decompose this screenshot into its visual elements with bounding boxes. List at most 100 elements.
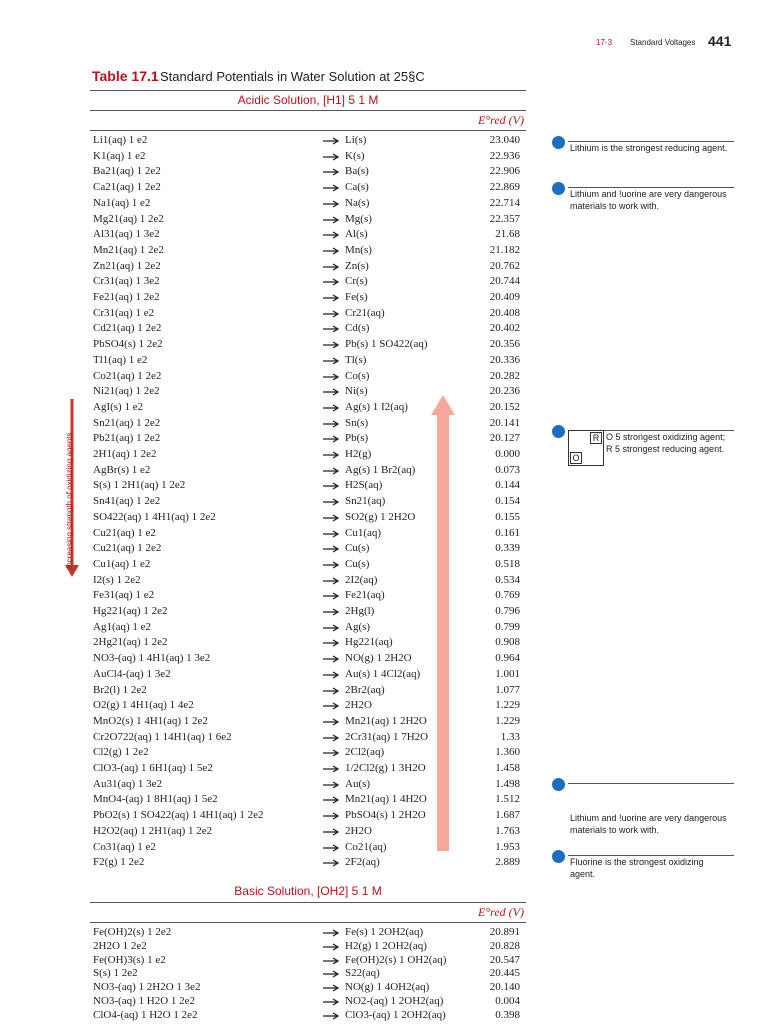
potential: 1.360 bbox=[495, 746, 520, 759]
reaction-arrow bbox=[323, 153, 340, 161]
potential: 20.409 bbox=[489, 291, 520, 303]
reaction-arrow bbox=[323, 781, 340, 789]
reaction-arrow bbox=[323, 467, 340, 475]
info-icon bbox=[552, 182, 565, 195]
arrow-path bbox=[323, 231, 340, 239]
note-text: Fluorine is the strongest oxidizing agen… bbox=[570, 857, 704, 879]
reactant: Mn21(aq) 1 2e2 bbox=[93, 243, 164, 256]
reactant: Sn41(aq) 1 2e2 bbox=[93, 495, 161, 508]
reaction-arrow bbox=[323, 1012, 340, 1020]
reaction-arrow bbox=[323, 608, 340, 616]
reactant: Tl1(aq) 1 e2 bbox=[93, 353, 148, 366]
reactant: 2H2O 1 2e2 bbox=[93, 939, 147, 952]
reactant: PbSO4(s) 1 2e2 bbox=[93, 338, 163, 351]
potential: 1.953 bbox=[495, 840, 520, 853]
reactant: PbO2(s) 1 SO422(aq) 1 4H1(aq) 1 2e2 bbox=[93, 809, 264, 822]
reactant: Co21(aq) 1 2e2 bbox=[93, 369, 162, 382]
side-label-text: Increasing strength of oxidizing agents bbox=[65, 432, 74, 569]
rule bbox=[90, 922, 526, 923]
reactant: Ag1(aq) 1 e2 bbox=[93, 620, 152, 633]
rule bbox=[90, 90, 526, 91]
reaction-arrow bbox=[323, 655, 340, 663]
running-title: Standard Voltages bbox=[630, 38, 696, 47]
potential: 0.398 bbox=[495, 1008, 520, 1021]
up-arrow-head bbox=[431, 395, 455, 415]
reaction-arrow bbox=[323, 263, 340, 271]
arrow-path bbox=[323, 734, 340, 742]
product: 2H2O bbox=[345, 699, 372, 712]
arrow-path bbox=[323, 325, 340, 333]
arrow-path bbox=[323, 639, 340, 647]
reaction-arrow bbox=[323, 372, 340, 381]
arrow-path bbox=[323, 943, 340, 951]
product: Zn(s) bbox=[345, 259, 369, 272]
reactant: Pb21(aq) 1 2e2 bbox=[93, 432, 161, 445]
note-text: O 5 strongest oxidizing agent; R 5 stron… bbox=[606, 432, 726, 454]
reaction-arrow bbox=[323, 765, 340, 773]
reactant: Na1(aq) 1 e2 bbox=[93, 196, 151, 209]
reaction-arrow bbox=[323, 498, 340, 506]
product: 2F2(aq) bbox=[345, 856, 380, 869]
page-number: 441 bbox=[708, 33, 732, 49]
arrow-path bbox=[323, 765, 340, 773]
reactant: Ca21(aq) 1 2e2 bbox=[93, 181, 161, 194]
reaction-arrow bbox=[323, 435, 340, 443]
product: Cr21(aq) bbox=[345, 306, 385, 319]
product: Fe(OH)2(s) 1 OH2(aq) bbox=[345, 953, 447, 966]
potential: 20.356 bbox=[489, 338, 520, 351]
reaction-arrow bbox=[323, 451, 340, 459]
product: Co21(aq) bbox=[345, 840, 387, 853]
reaction-arrow bbox=[323, 294, 340, 302]
reactant: 2H1(aq) 1 2e2 bbox=[93, 448, 157, 460]
potential: 0.769 bbox=[495, 589, 520, 602]
product: Au(s) 1 4Cl2(aq) bbox=[345, 667, 421, 680]
reactant: Cr31(aq) 1 3e2 bbox=[93, 275, 160, 288]
reactant: Cu1(aq) 1 e2 bbox=[93, 557, 151, 570]
arrow-path bbox=[323, 828, 340, 836]
product: Ag(s) bbox=[345, 620, 371, 633]
potential: 1.498 bbox=[495, 777, 520, 790]
potential: 1.763 bbox=[495, 824, 520, 837]
potential: 1.33 bbox=[500, 730, 520, 743]
product: Ag(s) 1 Br2(aq) bbox=[345, 463, 416, 476]
reactant: Cr31(aq) 1 e2 bbox=[93, 306, 155, 319]
arrow-path bbox=[323, 388, 340, 396]
reaction-arrow bbox=[323, 388, 340, 396]
potential: 1.229 bbox=[495, 699, 520, 712]
potential: 1.687 bbox=[495, 809, 520, 822]
reaction-arrow bbox=[323, 828, 340, 836]
product: Sn21(aq) bbox=[345, 495, 386, 508]
arrow-path bbox=[323, 404, 340, 412]
arrow-path bbox=[323, 372, 340, 381]
arrow-path bbox=[323, 577, 340, 585]
product: Sn(s) bbox=[345, 416, 369, 429]
reactant: I2(s) 1 2e2 bbox=[93, 573, 141, 586]
product: H2(g) 1 2OH2(aq) bbox=[345, 939, 427, 952]
reaction-arrow bbox=[323, 929, 340, 937]
reaction-arrow bbox=[323, 718, 340, 726]
potential: 20.891 bbox=[489, 926, 520, 938]
reaction-arrow bbox=[323, 859, 340, 867]
arrow-path bbox=[323, 294, 340, 302]
potential: 20.408 bbox=[489, 306, 520, 319]
reactant: ClO4-(aq) 1 H2O 1 2e2 bbox=[93, 1008, 198, 1021]
product: 2Hg(l) bbox=[345, 605, 375, 617]
product: 2Br2(aq) bbox=[345, 683, 385, 696]
reaction-arrow bbox=[323, 639, 340, 647]
potential: 0.144 bbox=[495, 479, 520, 492]
note-rule bbox=[568, 187, 734, 188]
arrow-path bbox=[323, 812, 340, 820]
reaction-arrow bbox=[323, 577, 340, 585]
reaction-arrow bbox=[323, 278, 340, 286]
potential: 20.762 bbox=[489, 259, 520, 272]
arrow-path bbox=[323, 929, 340, 937]
reaction-arrow bbox=[323, 404, 340, 412]
product: Tl(s) bbox=[345, 353, 367, 366]
product: Pb(s) bbox=[345, 432, 369, 445]
reactant: Cd21(aq) 1 2e2 bbox=[93, 322, 162, 335]
reaction-arrow bbox=[323, 325, 340, 333]
product: Mn21(aq) 1 2H2O bbox=[345, 714, 427, 727]
potential: 20.744 bbox=[489, 275, 520, 288]
arrow-path bbox=[323, 529, 340, 538]
reactant: Mg21(aq) 1 2e2 bbox=[93, 212, 164, 225]
